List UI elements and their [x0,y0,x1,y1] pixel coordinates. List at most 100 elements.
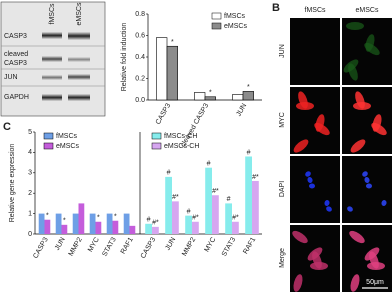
significance-mark: # [227,196,231,203]
cell [307,177,313,183]
blot-row-label: CASP3 [4,33,27,40]
panel-label: B [272,2,280,14]
micrograph-column-label: fMSCs [305,7,327,14]
legend-swatch [43,142,54,150]
cell [349,230,365,244]
x-tick-label: RAF1 [242,236,257,255]
x-tick-label: MYC [87,236,101,253]
bar [232,221,239,234]
bar [78,203,85,234]
bar [129,225,136,234]
cell [365,34,375,52]
bar [156,37,168,101]
bar [172,201,179,234]
micrograph-row-label: MYC [279,112,286,128]
bar [106,213,113,234]
y-tick-label: 0.2 [135,75,145,82]
legend-label: eMSCs-CH [164,143,199,150]
cell [364,177,370,183]
bar [165,176,172,234]
significance-mark: #* [192,215,199,222]
y-tick-label: 2 [28,190,32,197]
micrograph-row-label: JUN [279,44,286,58]
significance-mark: # [167,170,171,177]
x-tick-label: RAF1 [120,236,135,255]
bar [55,213,62,234]
significance-mark: * [247,84,250,91]
y-axis-label: Relative gene expression [9,144,16,223]
cell [350,274,360,292]
y-tick-label: 4 [28,149,32,156]
legend-swatch [151,132,162,140]
y-tick-label: 0.6 [135,32,145,39]
micrograph-row-label: Merge [279,248,286,268]
y-tick-label: 0.8 [135,11,145,18]
bar [38,213,45,234]
y-tick-label: 0.4 [135,54,145,61]
blot-column-label: fMSCs [49,3,56,25]
x-tick-label: CASP3 [155,102,173,125]
x-tick-label: STAT3 [101,236,117,258]
legend-label: fMSCs [224,13,246,20]
blot-row-label: JUN [4,74,18,81]
cell [309,183,315,189]
significance-mark: # [207,161,211,168]
legend-swatch [211,12,222,20]
legend-label: eMSCs [224,23,247,30]
bar [123,213,130,234]
significance-mark: * [171,39,174,46]
x-tick-label: MMP2 [181,236,197,257]
cell [292,230,308,244]
bar [232,94,244,101]
bar [194,92,206,101]
bar [252,180,259,234]
cell [372,114,382,132]
x-tick-label: CASP3 [140,236,158,259]
micrograph-column-label: eMSCs [356,7,379,14]
significance-mark: * [46,213,49,220]
bar [242,91,254,101]
scale-bar-label: 50μm [366,279,384,286]
x-tick-label: JUN [235,102,248,117]
cell [350,139,366,153]
significance-mark: # [147,217,151,224]
micrograph-row-label: DAPI [279,181,286,197]
significance-mark: # [247,149,251,156]
legend-label: eMSCs [56,143,79,150]
x-tick-label: JUN [54,236,67,251]
bar [204,96,216,101]
blot-row-label: cleaved [4,51,28,58]
y-tick-label: 5 [28,129,32,136]
x-tick-label: STAT3 [221,236,237,258]
bar [145,223,152,234]
cell [364,247,380,261]
cell [324,200,330,206]
micrograph [342,87,392,154]
y-tick-label: 3 [28,170,32,177]
bar [166,45,178,101]
significance-mark: #* [172,194,179,201]
significance-mark: #* [252,174,259,181]
bar [225,203,232,234]
cell [343,59,359,73]
cell [315,114,325,132]
micrograph [290,18,340,85]
micrographs: fMSCs eMSCs JUN MYC DAPI Merge 50μm [279,7,392,292]
micrograph [290,87,340,154]
legend-swatch [151,142,162,150]
cell [305,171,311,177]
cell [366,183,372,189]
significance-mark: * [63,218,66,225]
bar [95,221,102,234]
y-tick-label: 0.0 [135,97,145,104]
micrograph [290,156,340,223]
cell [293,274,303,292]
blot-row-label: CASP3 [4,60,27,67]
cell [307,247,323,261]
legend-swatch [43,132,54,140]
bar [205,167,212,234]
y-axis-label: Relative fold induction [121,23,128,92]
cell [346,22,364,30]
bar [245,156,252,234]
cell [381,200,387,206]
